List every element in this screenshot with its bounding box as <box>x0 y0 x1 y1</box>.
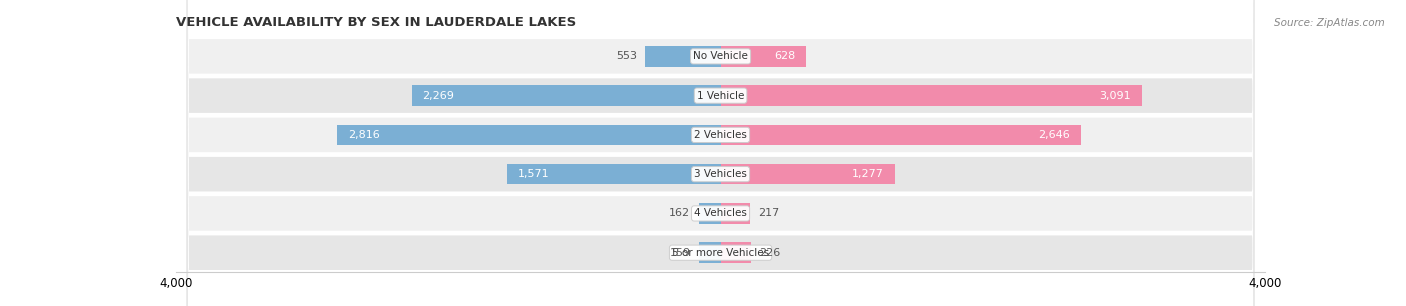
Text: 1,277: 1,277 <box>852 169 883 179</box>
Bar <box>721 164 894 185</box>
FancyBboxPatch shape <box>187 0 1254 306</box>
Text: 2,816: 2,816 <box>347 130 380 140</box>
Text: 2,646: 2,646 <box>1038 130 1070 140</box>
Bar <box>721 46 806 67</box>
FancyBboxPatch shape <box>187 0 1254 306</box>
FancyBboxPatch shape <box>187 0 1254 306</box>
Bar <box>721 242 751 263</box>
Text: 217: 217 <box>758 208 779 218</box>
Text: 553: 553 <box>616 51 637 62</box>
Text: 2,269: 2,269 <box>422 91 454 101</box>
Bar <box>337 125 721 145</box>
FancyBboxPatch shape <box>187 0 1254 306</box>
Text: Source: ZipAtlas.com: Source: ZipAtlas.com <box>1274 18 1385 28</box>
Text: 628: 628 <box>773 51 796 62</box>
Text: 3 Vehicles: 3 Vehicles <box>695 169 747 179</box>
Text: 226: 226 <box>759 248 780 258</box>
Text: 159: 159 <box>669 248 690 258</box>
Text: No Vehicle: No Vehicle <box>693 51 748 62</box>
Bar <box>699 242 721 263</box>
Text: 162: 162 <box>669 208 690 218</box>
Bar <box>721 85 1142 106</box>
Bar <box>412 85 721 106</box>
Bar <box>645 46 721 67</box>
Bar <box>506 164 721 185</box>
Text: 4 Vehicles: 4 Vehicles <box>695 208 747 218</box>
FancyBboxPatch shape <box>187 0 1254 306</box>
Text: 3,091: 3,091 <box>1099 91 1130 101</box>
Bar <box>721 125 1081 145</box>
Text: 2 Vehicles: 2 Vehicles <box>695 130 747 140</box>
Text: 1 Vehicle: 1 Vehicle <box>697 91 744 101</box>
Text: 5 or more Vehicles: 5 or more Vehicles <box>672 248 769 258</box>
Text: VEHICLE AVAILABILITY BY SEX IN LAUDERDALE LAKES: VEHICLE AVAILABILITY BY SEX IN LAUDERDAL… <box>176 16 576 28</box>
Bar <box>699 203 721 224</box>
Bar <box>721 203 751 224</box>
FancyBboxPatch shape <box>187 0 1254 306</box>
Text: 1,571: 1,571 <box>517 169 550 179</box>
